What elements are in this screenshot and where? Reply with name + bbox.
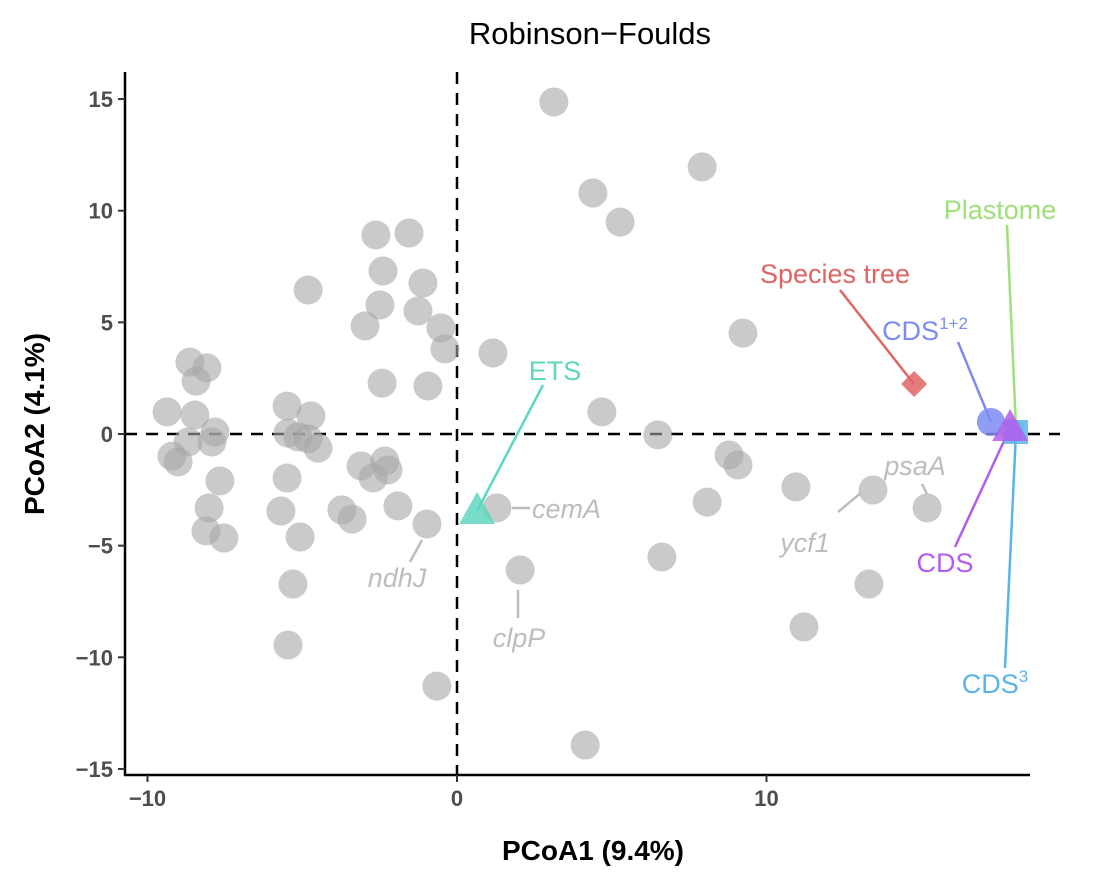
gene-label: ycf1 bbox=[778, 528, 830, 558]
highlight-leader bbox=[475, 384, 545, 512]
y-tick-label: −5 bbox=[88, 534, 113, 559]
species-tree-marker bbox=[901, 370, 928, 397]
gene-point bbox=[539, 87, 569, 117]
plot-area: −10 0 10 −15 −10 −5 0 5 10 15 cemA ndhJ clpP ycf1 psaA… bbox=[76, 72, 1060, 811]
gene-point bbox=[152, 397, 182, 427]
gene-point bbox=[293, 275, 323, 305]
gene-point bbox=[605, 207, 635, 237]
gene-point bbox=[278, 569, 308, 599]
gene-point bbox=[365, 290, 395, 320]
highlight-label-name: CDS bbox=[962, 669, 1019, 699]
highlight-label-name: Plastome bbox=[944, 195, 1057, 225]
gene-point bbox=[505, 555, 535, 585]
gene-point bbox=[350, 311, 380, 341]
highlight-leader bbox=[1003, 431, 1018, 669]
highlight-label: Species tree bbox=[760, 259, 910, 289]
highlight-label-name: Species tree bbox=[760, 259, 910, 289]
gene-point bbox=[181, 366, 211, 396]
x-tick-label: −10 bbox=[129, 786, 166, 811]
highlight-leader bbox=[953, 427, 1012, 548]
gene-point bbox=[361, 220, 391, 250]
gene-point bbox=[413, 371, 443, 401]
gene-label-leader bbox=[408, 539, 424, 563]
gene-point bbox=[194, 493, 224, 523]
highlight-label: ETS bbox=[529, 356, 582, 386]
y-tick-label: −15 bbox=[76, 757, 113, 782]
gene-point bbox=[394, 218, 424, 248]
chart-title: Robinson−Foulds bbox=[469, 16, 711, 51]
gene-point bbox=[272, 463, 302, 493]
ets-marker bbox=[459, 492, 496, 525]
highlight-leader bbox=[956, 341, 993, 423]
highlight-label: Plastome bbox=[944, 195, 1057, 225]
highlight-label-superscript: 1+2 bbox=[939, 314, 968, 333]
y-axis-title: PCoA2 (4.1%) bbox=[19, 333, 50, 515]
gene-point bbox=[337, 504, 367, 534]
gene-point bbox=[205, 466, 235, 496]
gene-point bbox=[296, 401, 326, 431]
gene-point bbox=[587, 397, 617, 427]
x-tick-label: 10 bbox=[754, 786, 778, 811]
gene-label: clpP bbox=[493, 623, 546, 653]
gene-label-leader bbox=[837, 491, 863, 513]
gene-point bbox=[383, 491, 413, 521]
gene-point bbox=[358, 463, 388, 493]
gene-label: ndhJ bbox=[368, 563, 427, 593]
gene-point bbox=[643, 420, 673, 450]
y-tick-label: 10 bbox=[89, 199, 113, 224]
gene-point bbox=[854, 569, 884, 599]
gene-point bbox=[723, 450, 753, 480]
gene-point bbox=[430, 334, 460, 364]
gene-point bbox=[912, 493, 942, 523]
highlight-label: CDS3 bbox=[962, 667, 1028, 699]
highlight-label: CDS1+2 bbox=[882, 314, 968, 346]
highlight-label-superscript: 3 bbox=[1019, 667, 1028, 686]
gene-point bbox=[368, 256, 398, 286]
gene-point bbox=[647, 542, 677, 572]
gene-point bbox=[687, 152, 717, 182]
highlight-leader bbox=[1005, 224, 1018, 429]
gene-point bbox=[303, 433, 333, 463]
gene-point bbox=[197, 427, 227, 457]
highlight-label-name: ETS bbox=[529, 356, 582, 386]
gene-point bbox=[367, 368, 397, 398]
gene-point bbox=[403, 296, 433, 326]
highlight-label-name: CDS bbox=[916, 548, 973, 578]
highlight-label: CDS bbox=[916, 548, 973, 578]
gene-point bbox=[422, 671, 452, 701]
gene-label: psaA bbox=[883, 451, 946, 481]
cds-marker bbox=[992, 408, 1029, 441]
gene-label: cemA bbox=[532, 494, 601, 524]
gene-label-leader bbox=[920, 483, 929, 495]
y-tick-label: 0 bbox=[101, 422, 113, 447]
highlight-label-name: CDS bbox=[882, 316, 939, 346]
gene-point bbox=[578, 178, 608, 208]
gene-point bbox=[692, 487, 722, 517]
gene-point bbox=[266, 496, 296, 526]
gene-point bbox=[273, 630, 303, 660]
gene-point bbox=[209, 523, 239, 553]
gene-point bbox=[728, 318, 758, 348]
highlight-leader bbox=[839, 289, 915, 385]
gene-point bbox=[180, 400, 210, 430]
gene-point bbox=[478, 338, 508, 368]
x-tick-label: 0 bbox=[451, 786, 463, 811]
gene-point bbox=[789, 612, 819, 642]
gene-point bbox=[781, 472, 811, 502]
gene-point bbox=[408, 268, 438, 298]
cds-1-2-marker bbox=[976, 407, 1005, 436]
y-tick-label: 15 bbox=[89, 87, 113, 112]
gene-point bbox=[412, 509, 442, 539]
y-tick-label: 5 bbox=[101, 310, 113, 335]
gene-point bbox=[163, 447, 193, 477]
gene-point bbox=[570, 730, 600, 760]
x-axis-title: PCoA1 (9.4%) bbox=[502, 835, 684, 866]
gene-point bbox=[285, 522, 315, 552]
gene-point bbox=[272, 391, 302, 421]
y-tick-label: −10 bbox=[76, 645, 113, 670]
gene-point bbox=[858, 475, 888, 505]
